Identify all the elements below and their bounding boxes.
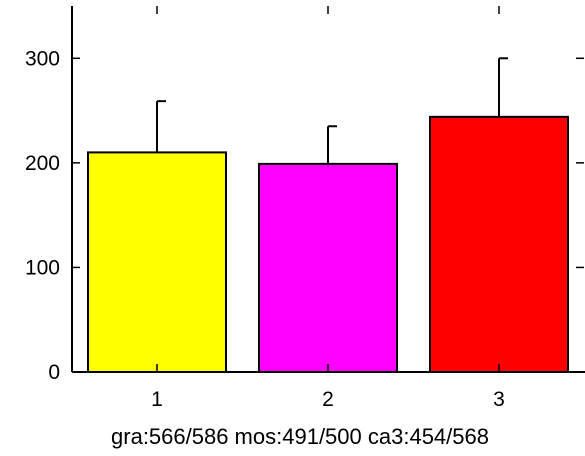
x-axis-label: gra:566/586 mos:491/500 ca3:454/568 xyxy=(111,424,489,449)
bar-1 xyxy=(87,151,227,373)
x-tick-label-1: 1 xyxy=(151,388,163,411)
ticks-layer xyxy=(72,6,584,373)
x-tick-label-2: 2 xyxy=(322,388,334,411)
labels-layer: 0 100 200 300 1 2 3 xyxy=(25,47,505,411)
bar-2 xyxy=(258,162,398,373)
y-tick-label-100: 100 xyxy=(25,256,60,279)
x-tick-label-3: 3 xyxy=(493,388,505,411)
error-bars-layer xyxy=(156,57,508,164)
y-tick-label-0: 0 xyxy=(48,361,60,384)
y-tick-label-300: 300 xyxy=(25,47,60,70)
y-tick-label-200: 200 xyxy=(25,152,60,175)
bar-3 xyxy=(429,115,569,373)
